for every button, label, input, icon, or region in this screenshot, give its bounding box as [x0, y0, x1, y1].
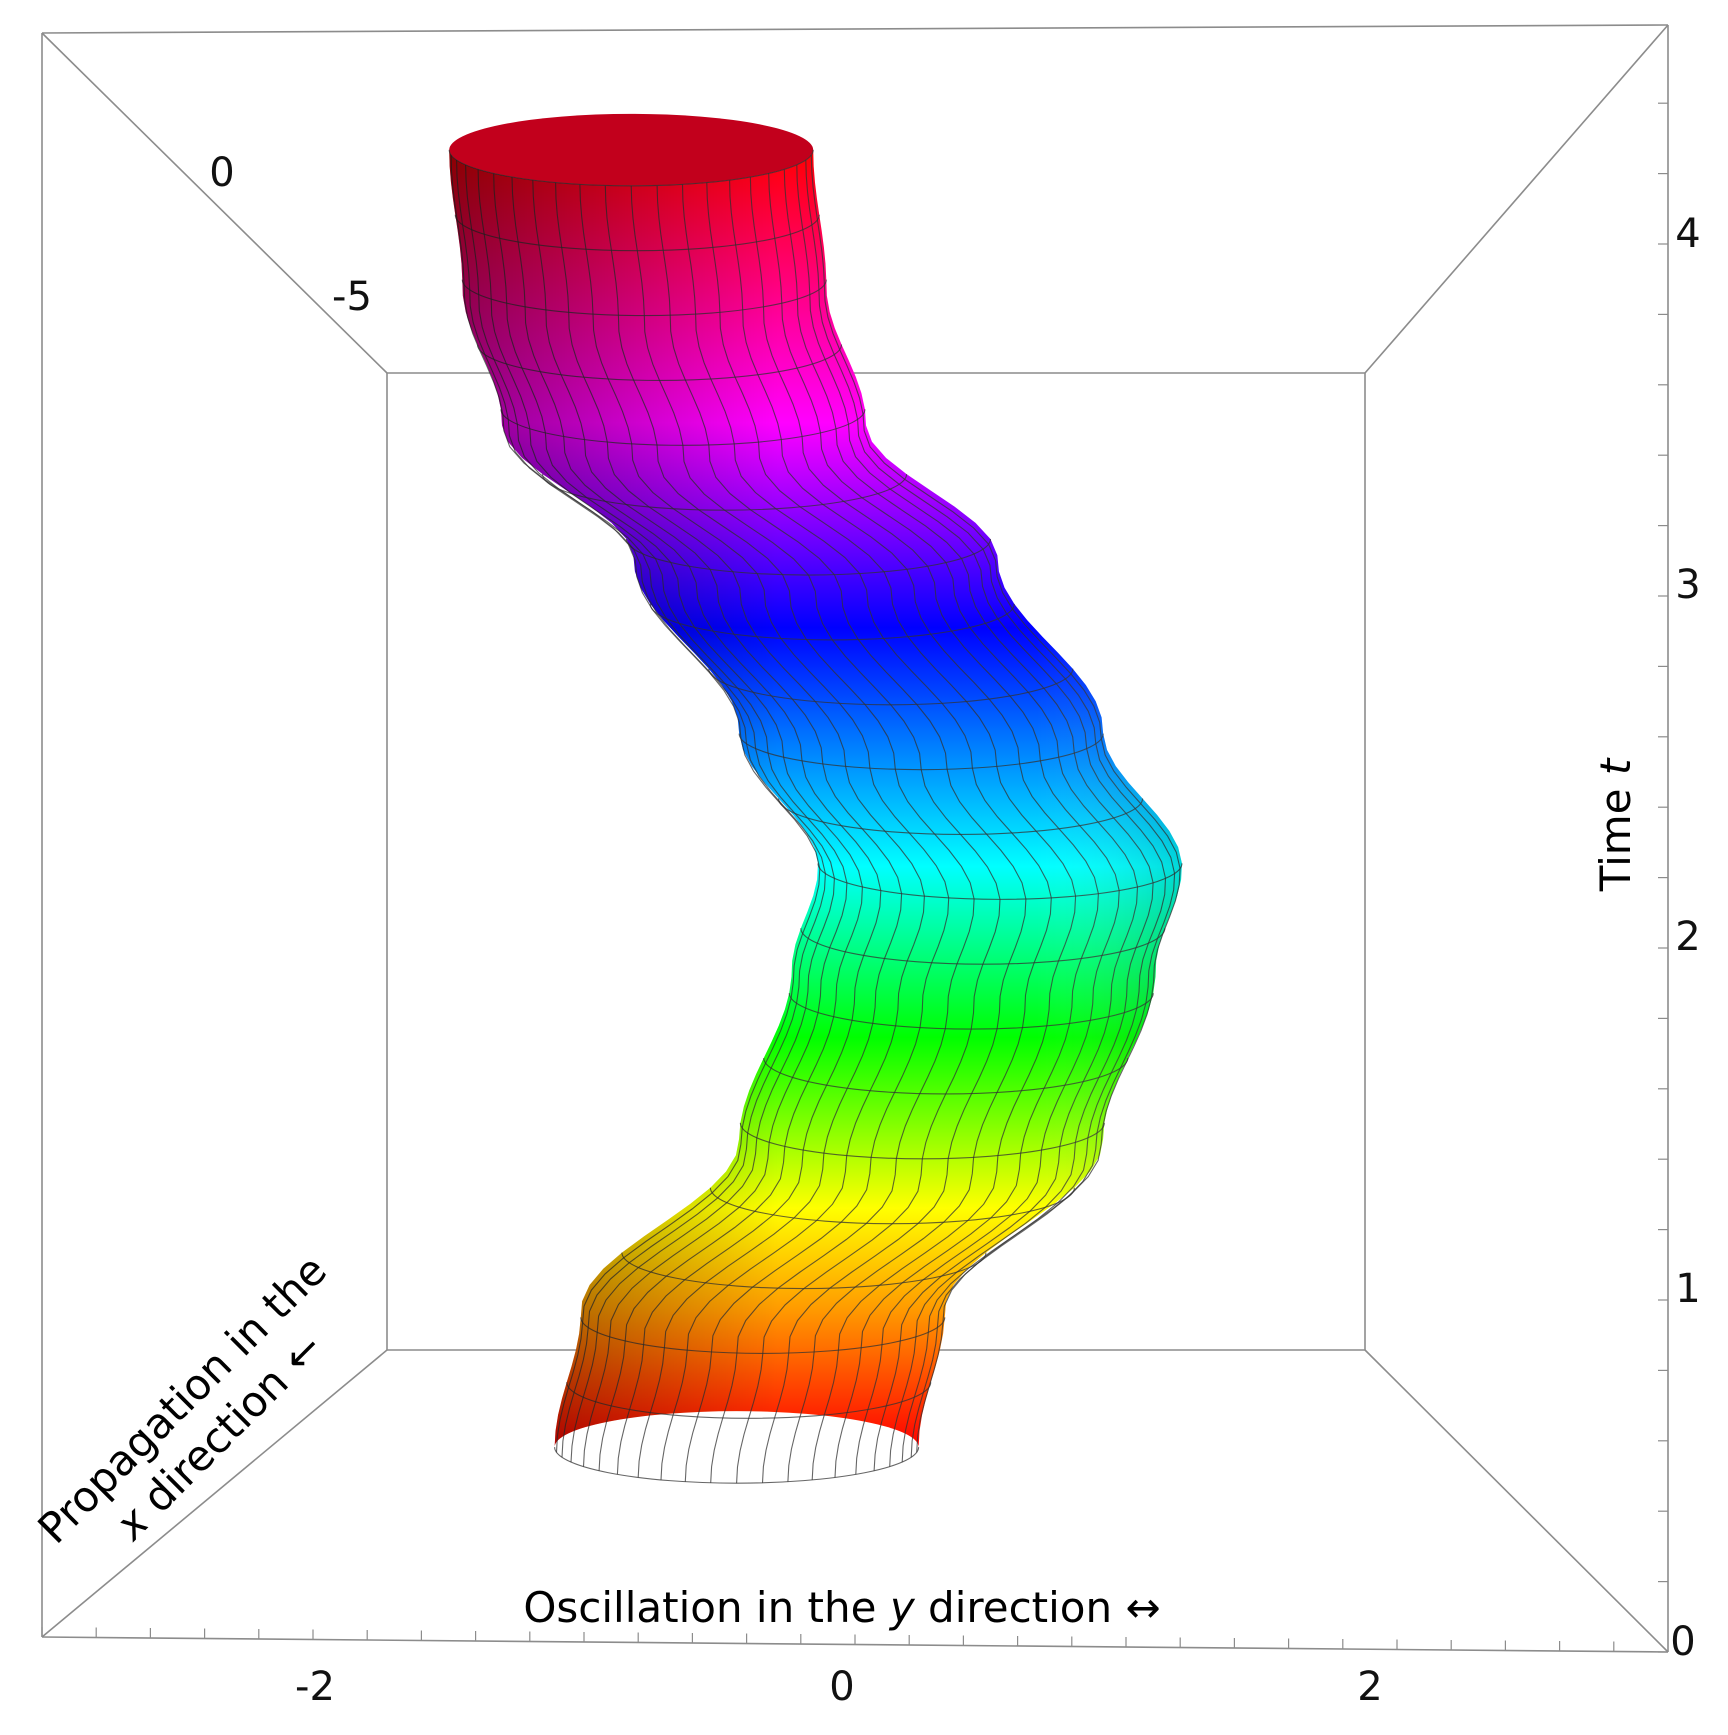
x-tick-label: 0 [209, 150, 234, 196]
t-axis-title: Time t [1591, 757, 1640, 892]
y-tick-label: -2 [295, 1664, 335, 1710]
x-tick-label: -5 [332, 274, 372, 320]
mesh-ring [554, 1447, 920, 1484]
box-edge [1364, 1349, 1669, 1653]
mesh-ring [448, 149, 814, 187]
t-tick-label: 0 [1670, 1619, 1695, 1665]
tube-shading [449, 149, 1182, 1448]
t-tick-label: 3 [1675, 562, 1700, 608]
y-tick-label: 2 [1357, 1664, 1382, 1710]
x-axis-title: Propagation in the x direction ← [28, 1245, 335, 1552]
t-tick-label: 4 [1675, 211, 1700, 257]
box-edge [41, 1349, 388, 1638]
tube-surface [448, 113, 1183, 1484]
y-tick-label: 0 [829, 1664, 854, 1710]
box-edge [41, 24, 1669, 34]
tube-top-cap [449, 113, 814, 186]
box-edge [1364, 24, 1669, 374]
y-axis-title: Oscillation in the y direction ↔ [523, 1583, 1160, 1632]
bounding-box [41, 24, 1669, 1653]
box-edge [41, 32, 388, 374]
t-tick-label: 1 [1675, 1266, 1700, 1312]
t-tick-label: 2 [1675, 914, 1700, 960]
